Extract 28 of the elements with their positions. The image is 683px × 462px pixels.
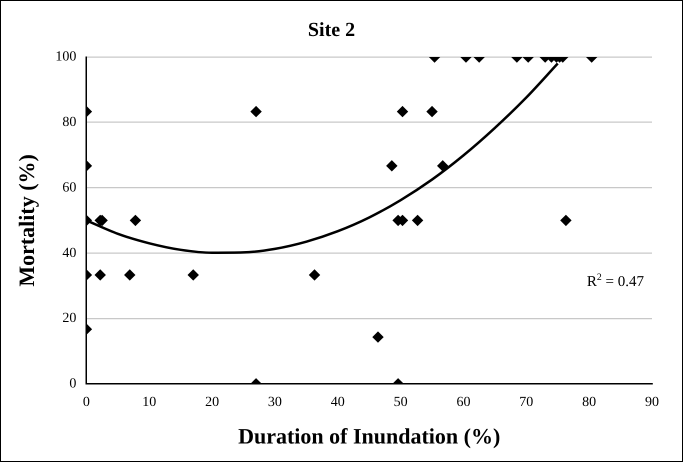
y-tick-label: 20 (62, 311, 76, 326)
x-tick-label: 10 (142, 394, 156, 410)
x-tick-label: 0 (82, 394, 90, 410)
y-tick-label: 100 (55, 50, 76, 65)
x-tick-label: 50 (394, 394, 408, 410)
point (130, 214, 141, 226)
y-tick-label: 80 (62, 115, 76, 130)
y-tick-label: 40 (62, 246, 76, 261)
point (188, 269, 199, 280)
x-tick-label: 90 (645, 394, 659, 410)
point (309, 269, 320, 280)
x-tick-label: 60 (456, 394, 470, 410)
point (412, 214, 424, 226)
x-tick-label: 80 (582, 394, 596, 410)
point (560, 214, 572, 226)
point (437, 160, 448, 172)
x-tick-label: 20 (205, 394, 220, 410)
x-tick-label: 70 (519, 394, 534, 410)
y-axis-title: Mortality (%) (14, 154, 39, 287)
x-axis-title: Duration of Inundation (%) (238, 423, 500, 448)
point (386, 160, 398, 172)
x-tick-label: 30 (268, 394, 282, 410)
y-tick-label: 0 (69, 376, 76, 392)
y-tick-label: 60 (62, 180, 76, 196)
x-tick-label: 40 (330, 394, 345, 410)
point (94, 269, 106, 280)
point (124, 269, 136, 280)
chart-title: Site 2 (308, 19, 356, 42)
